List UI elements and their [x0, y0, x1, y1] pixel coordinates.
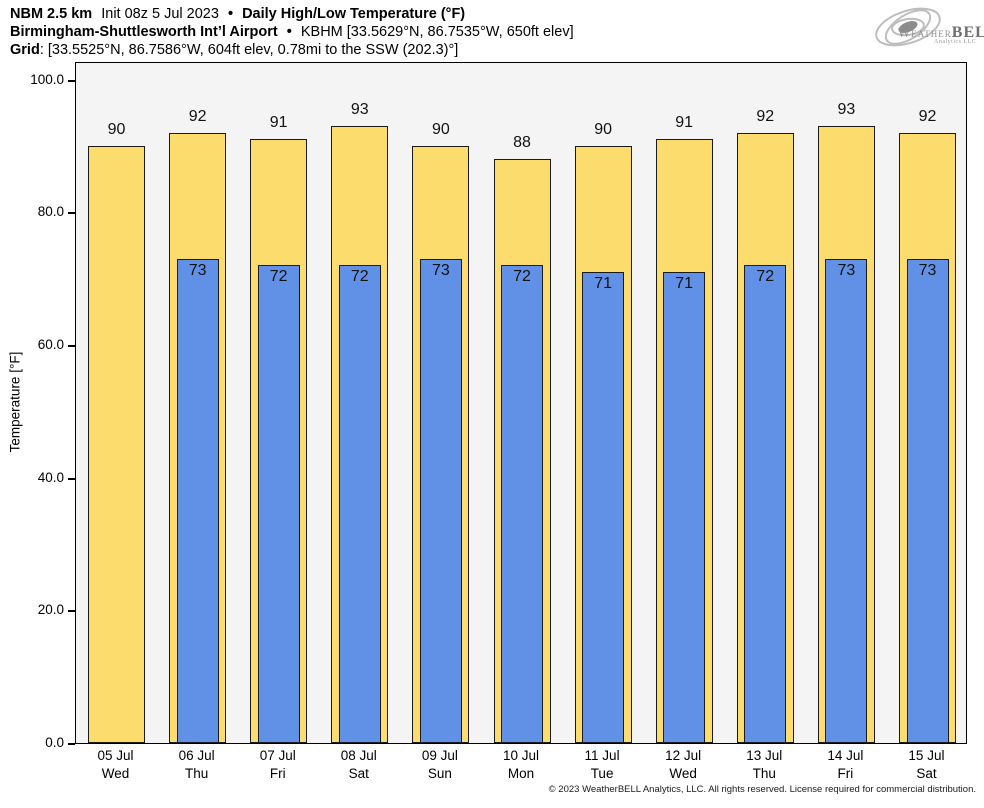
y-tick-label: 80.0 [37, 204, 64, 220]
low-bar: 73 [419, 258, 462, 743]
grid-label: Grid [10, 42, 40, 58]
x-tick-label: 10 Jul Mon [480, 747, 561, 783]
copyright-notice: © 2023 WeatherBELL Analytics, LLC. All r… [548, 784, 976, 795]
x-tick-date: 06 Jul [178, 748, 215, 763]
high-bar [88, 145, 145, 743]
low-bar: 73 [176, 258, 219, 743]
x-tick-date: 12 Jul [665, 748, 702, 763]
x-tick-day: Tue [590, 766, 614, 781]
low-value-label: 72 [756, 268, 775, 286]
high-value-label: 91 [269, 114, 288, 132]
x-tick-date: 09 Jul [421, 748, 458, 763]
x-tick-day: Fri [837, 766, 854, 781]
y-tick-label: 60.0 [37, 336, 64, 352]
low-value-label: 72 [269, 268, 288, 286]
x-tick-date: 05 Jul [97, 748, 134, 763]
low-bar: 72 [338, 265, 381, 743]
low-value-label: 71 [675, 275, 694, 292]
bullet-separator: • [286, 24, 292, 40]
x-tick-date: 08 Jul [340, 748, 377, 763]
x-tick-label: 13 Jul Thu [724, 747, 805, 783]
chart-title-line-3: Grid: [33.5525°N, 86.7586°W, 604ft elev,… [10, 41, 458, 59]
init-time: Init 08z 5 Jul 2023 [101, 6, 219, 22]
y-axis-title: Temperature [°F] [7, 351, 23, 453]
x-tick-day: Sat [916, 766, 937, 781]
x-tick-day: Thu [752, 766, 776, 781]
x-tick-date: 15 Jul [908, 748, 945, 763]
x-tick-label: 06 Jul Thu [156, 747, 237, 783]
logo-subtitle: Analytics LLC [934, 39, 977, 45]
plot-area: 90 92 73 91 72 93 72 90 73 88 72 90 71 91 71 92 72 93 73 92… [75, 62, 967, 744]
y-tick-mark [68, 212, 75, 215]
low-bar: 73 [906, 258, 949, 743]
y-tick-mark [68, 477, 75, 480]
weatherbell-logo: WeatherBELL Analytics LLC [872, 2, 984, 52]
high-value-label: 92 [188, 107, 207, 125]
y-tick-mark [68, 610, 75, 613]
y-tick-label: 40.0 [37, 469, 64, 485]
low-bar: 72 [257, 265, 300, 743]
low-bar: 71 [663, 272, 706, 743]
y-tick-mark [68, 743, 75, 745]
high-value-label: 92 [918, 107, 937, 125]
high-value-label: 90 [107, 120, 126, 138]
station-name: Birmingham-Shuttlesworth Int’l Airport [10, 24, 278, 40]
high-value-label: 93 [837, 101, 856, 118]
x-tick-day: Wed [669, 766, 697, 781]
x-tick-label: 09 Jul Sun [399, 747, 480, 783]
y-tick-label: 20.0 [37, 602, 64, 618]
low-value-label: 73 [431, 261, 450, 279]
x-tick-label: 08 Jul Sat [318, 747, 399, 783]
product-name: Daily High/Low Temperature (°F) [242, 6, 466, 22]
low-bar: 72 [744, 265, 787, 743]
x-tick-date: 13 Jul [746, 748, 783, 763]
low-value-label: 73 [188, 261, 207, 279]
station-details: KBHM [33.5629°N, 86.7535°W, 650ft elev] [300, 24, 574, 40]
low-value-label: 72 [513, 268, 531, 286]
low-bar: 72 [501, 265, 543, 743]
x-tick-label: 12 Jul Wed [643, 747, 724, 783]
low-value-label: 71 [594, 275, 612, 292]
y-tick-label: 100.0 [30, 71, 64, 87]
x-tick-label: 14 Jul Fri [805, 747, 886, 783]
x-tick-label: 15 Jul Sat [886, 747, 967, 783]
x-tick-label: 11 Jul Tue [562, 747, 643, 783]
y-tick-mark [68, 344, 75, 347]
low-bar: 71 [582, 272, 625, 743]
x-tick-day: Fri [269, 766, 286, 781]
logo-word-bell: BELL [951, 24, 984, 41]
model-name: NBM 2.5 km [10, 6, 93, 22]
y-tick-mark [68, 79, 75, 82]
hurricane-swirl-icon [875, 7, 941, 47]
low-value-label: 72 [350, 268, 369, 286]
x-tick-date: 10 Jul [502, 748, 539, 763]
logo-word-weather: Weather [898, 25, 952, 40]
x-tick-label: 07 Jul Fri [237, 747, 318, 783]
logo-wordmark: WeatherBELL [898, 24, 984, 42]
high-value-label: 93 [350, 101, 369, 118]
x-tick-day: Sat [348, 766, 369, 781]
x-tick-day: Mon [507, 766, 535, 781]
high-value-label: 92 [756, 107, 775, 125]
y-tick-label: 0.0 [45, 735, 64, 750]
grid-details: : [33.5525°N, 86.7586°W, 604ft elev, 0.7… [39, 42, 459, 58]
x-tick-day: Thu [184, 766, 209, 781]
x-tick-day: Sun [427, 766, 452, 781]
x-tick-day: Wed [101, 766, 130, 781]
x-tick-date: 07 Jul [259, 748, 296, 763]
high-value-label: 90 [431, 120, 450, 138]
x-tick-date: 11 Jul [584, 748, 620, 763]
high-value-label: 90 [594, 120, 612, 138]
chart-title-line-1: NBM 2.5 km Init 08z 5 Jul 2023 • Daily H… [10, 5, 470, 23]
high-value-label: 91 [675, 114, 694, 132]
low-value-label: 73 [837, 261, 856, 279]
x-tick-date: 14 Jul [827, 748, 864, 763]
bullet-separator: • [227, 6, 234, 22]
high-value-label: 88 [513, 134, 531, 152]
low-bar: 73 [825, 258, 868, 743]
low-value-label: 73 [918, 261, 937, 279]
chart-title-line-2: Birmingham-Shuttlesworth Int’l Airport •… [10, 23, 579, 41]
x-tick-label: 05 Jul Wed [75, 747, 156, 783]
